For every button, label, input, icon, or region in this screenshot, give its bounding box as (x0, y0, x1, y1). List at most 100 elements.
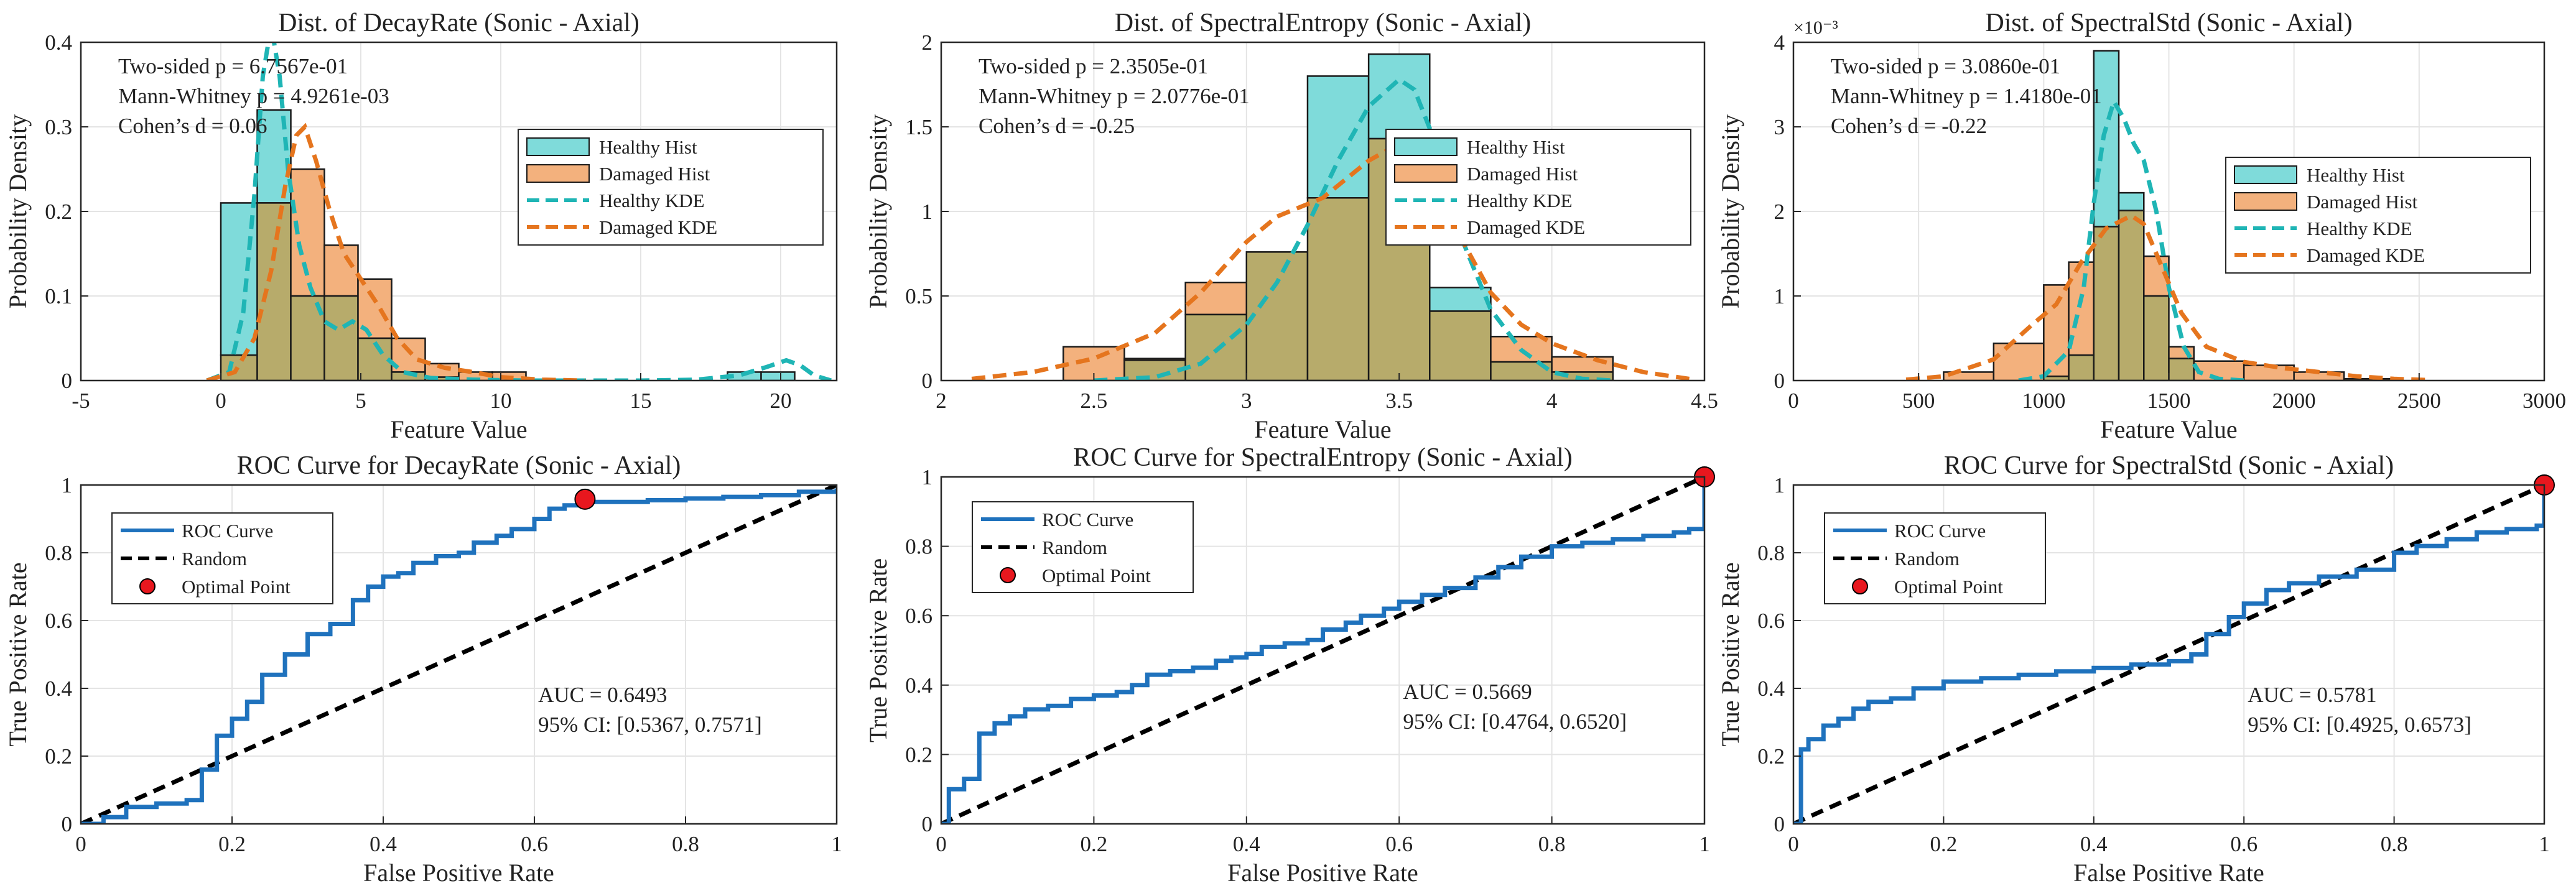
x-tick-label: 0.2 (218, 832, 246, 856)
y-tick-label: 0.6 (45, 609, 72, 633)
legend-label: Random (182, 548, 247, 570)
overlap-bar (1184, 313, 1248, 381)
x-tick-label: 0 (1788, 389, 1799, 413)
x-tick-label: 0.8 (672, 832, 699, 856)
x-tick-label: 20 (770, 389, 792, 413)
y-tick-label: 2 (1774, 200, 1785, 224)
overlap-bar (2143, 295, 2170, 381)
auc-annotation: AUC = 0.6493 (538, 683, 667, 707)
y-tick-label: 0.6 (905, 604, 932, 628)
overlap-bar (1429, 310, 1492, 381)
x-tick-label: 0.2 (1930, 832, 1958, 856)
x-tick-label: 3000 (2523, 389, 2566, 413)
healthy-bar (2118, 192, 2145, 211)
y-axis-label: True Positive Rate (864, 558, 892, 742)
overlap-bar (220, 354, 258, 381)
roc-curve (1793, 485, 2544, 824)
auc-annotation: 95% CI: [0.5367, 0.7571] (538, 713, 762, 737)
plot-marks (206, 42, 832, 381)
optimal-point (574, 488, 596, 510)
roc-curve (81, 488, 837, 824)
x-tick-label: 1 (1699, 832, 1710, 856)
y-tick-label: 1 (62, 473, 73, 497)
y-tick-label: 0 (62, 812, 73, 836)
healthy-bar (2093, 50, 2120, 228)
y-tick-label: 1 (922, 200, 933, 224)
x-tick-label: 0.8 (1538, 832, 1566, 856)
x-tick-label: 0 (936, 832, 947, 856)
x-tick-label: 0 (215, 389, 226, 413)
plot-marks (941, 477, 1704, 824)
legend-damaged-hist-swatch (526, 164, 590, 183)
legend-label: Healthy Hist (599, 136, 697, 158)
legend-label: Healthy Hist (1467, 136, 1565, 158)
legend-label: Damaged Hist (599, 163, 710, 185)
overlap-bar (2168, 358, 2195, 381)
damaged-bar (323, 244, 359, 297)
healthy-kde-line (1094, 76, 1613, 381)
y-axis-label: Probability Density (864, 114, 892, 308)
x-tick-label: 1 (831, 832, 842, 856)
chart-title: Dist. of SpectralStd (Sonic - Axial) (1985, 9, 2352, 37)
chart-title: Dist. of DecayRate (Sonic - Axial) (278, 9, 639, 37)
damaged-kde-line (206, 122, 585, 381)
y-tick-label: 0.2 (45, 744, 72, 769)
panel-4: 0 0.2 0.4 0.6 0.8 1 0 0.2 0.4 0.6 0.8 1 ROC Curve fo… (4, 451, 842, 887)
damaged-bar (1992, 342, 2045, 381)
y-tick-label: 0.2 (905, 742, 932, 767)
legend-optimal-swatch (139, 578, 156, 594)
axes-frame (940, 476, 1706, 825)
x-axis-label: False Positive Rate (363, 859, 554, 887)
y-axis-label: True Positive Rate (1716, 562, 1744, 746)
panel-3: 0 500 1000 1500 2000 2500 3000 0 1 2 3 4 ×10⁻³ Dist. … (1716, 9, 2566, 443)
legend-label: Damaged KDE (599, 216, 717, 238)
legend: ROC Curve Random Optimal Point (1824, 512, 2046, 604)
y-tick-label: 0.4 (1757, 677, 1785, 701)
axes-frame (1792, 484, 2546, 825)
legend-label: Optimal Point (1894, 576, 2003, 598)
legend: ROC Curve Random Optimal Point (111, 512, 333, 604)
legend-label: Optimal Point (182, 576, 291, 598)
y-tick-label: 0 (1774, 369, 1785, 393)
legend-label: Optimal Point (1042, 565, 1151, 586)
stats-annotation: Cohen’s d = 0.06 (118, 114, 267, 138)
legend-label: Damaged Hist (2307, 191, 2418, 213)
overlap-bar (1245, 251, 1309, 381)
random-line (941, 477, 1704, 824)
y-tick-label: 1 (1774, 284, 1785, 308)
x-tick-label: 2 (936, 389, 947, 413)
x-tick-label: 0.6 (2230, 832, 2257, 856)
x-tick-label: 1000 (2022, 389, 2065, 413)
x-tick-label: 0 (75, 832, 86, 856)
chart-title: ROC Curve for SpectralEntropy (Sonic - A… (1073, 443, 1573, 472)
x-axis-label: False Positive Rate (1227, 859, 1418, 887)
roc-curve (941, 477, 1704, 824)
x-tick-label: 2000 (2272, 389, 2316, 413)
y-tick-label: 0.5 (905, 284, 932, 308)
x-tick-label: 500 (1902, 389, 1935, 413)
legend-optimal-swatch (1852, 578, 1868, 594)
y-tick-label: 1 (922, 465, 933, 489)
y-tick-label: 0.8 (905, 535, 932, 559)
stats-annotation: Mann-Whitney p = 1.4180e-01 (1831, 84, 2102, 108)
x-axis-label: False Positive Rate (2073, 859, 2264, 887)
stats-annotation: Two-sided p = 2.3505e-01 (979, 54, 1208, 78)
overlap-bar (2118, 210, 2145, 381)
y-tick-label: 0.2 (1757, 744, 1785, 769)
x-axis-label: Feature Value (2100, 415, 2237, 443)
x-tick-label: 0.8 (2381, 832, 2408, 856)
x-tick-label: 1500 (2147, 389, 2191, 413)
damaged-kde-line (971, 141, 1690, 381)
y-tick-label: 0.4 (45, 30, 72, 55)
x-axis-label: Feature Value (1254, 415, 1391, 443)
legend-label: Random (1042, 537, 1107, 558)
legend-label: Healthy KDE (2307, 218, 2412, 239)
healthy-bar (1429, 287, 1492, 312)
x-tick-label: 5 (355, 389, 366, 413)
x-tick-label: 15 (630, 389, 652, 413)
panel-5: 0 0.2 0.4 0.6 0.8 1 0 0.2 0.4 0.6 0.8 1 ROC Curve fo… (864, 443, 1715, 887)
x-tick-label: 2.5 (1081, 389, 1108, 413)
legend-healthy-hist-swatch (1394, 137, 1458, 156)
